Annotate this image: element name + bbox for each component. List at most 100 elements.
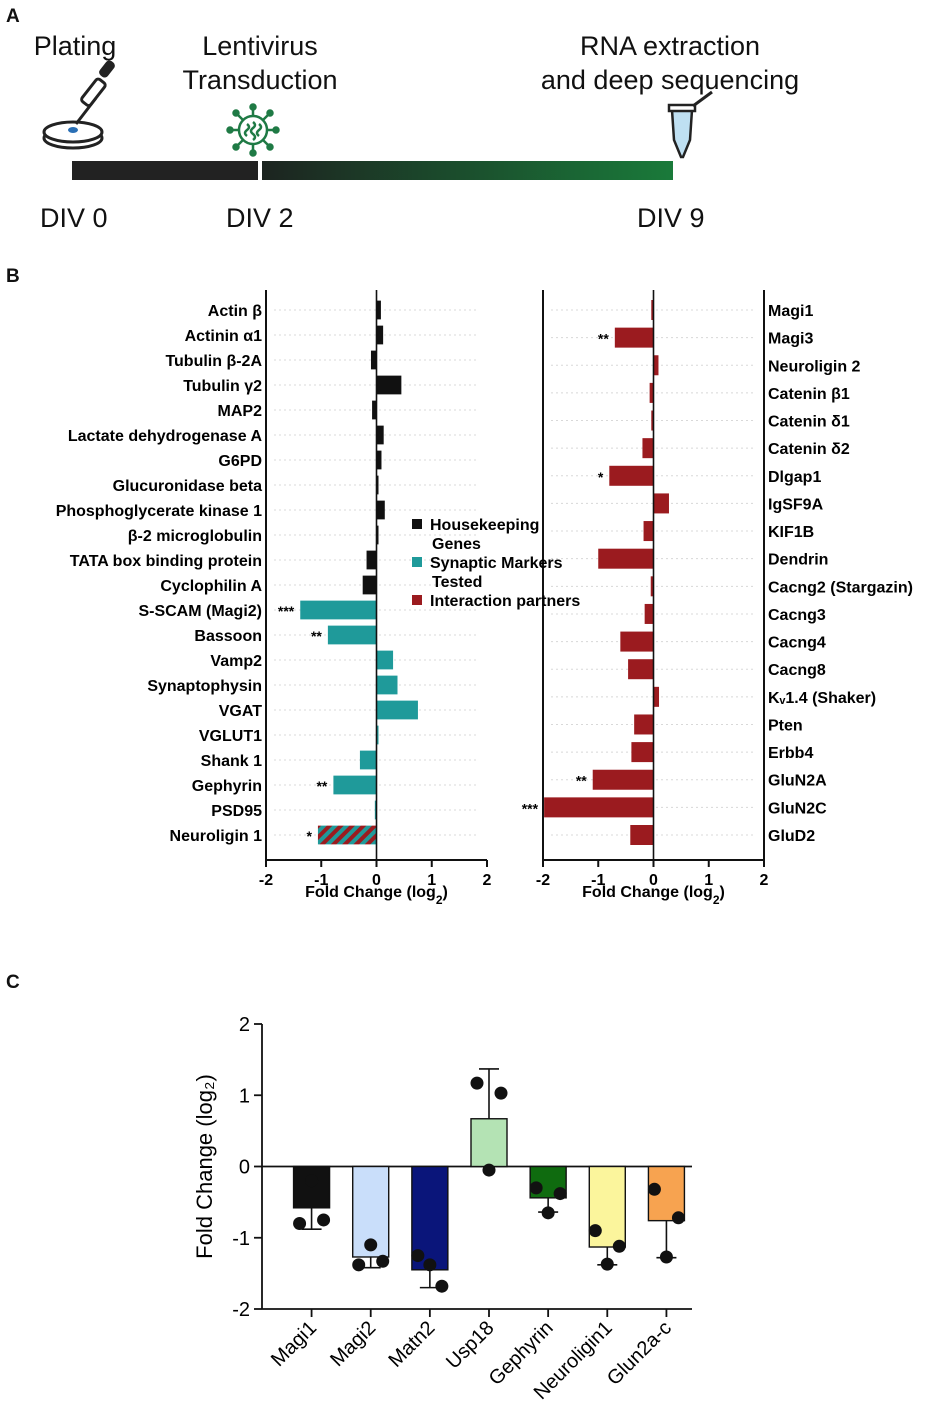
bar-right bbox=[544, 797, 654, 818]
gene-label: GluN2C bbox=[768, 800, 827, 817]
x-axis-title-main: Fold Change (log bbox=[305, 884, 436, 901]
gene-label: Neuroligin 2 bbox=[768, 358, 861, 375]
legend-swatch bbox=[412, 519, 422, 529]
x-tick-label: -1 bbox=[314, 872, 328, 889]
bar-right bbox=[653, 355, 659, 376]
legend-label: Interaction partners bbox=[430, 593, 580, 610]
significance-mark: *** bbox=[522, 800, 539, 816]
gene-label: GluD2 bbox=[768, 828, 815, 845]
bar-right bbox=[620, 631, 654, 652]
data-point bbox=[541, 1206, 555, 1220]
x-axis-title-sub: 2 bbox=[436, 893, 443, 907]
gene-label: Catenin β1 bbox=[768, 386, 850, 403]
gene-label: GluN2A bbox=[768, 773, 827, 790]
data-point bbox=[588, 1224, 602, 1238]
bar-left bbox=[376, 425, 384, 445]
gene-label: Cacng2 (Stargazin) bbox=[768, 579, 913, 596]
legend-label-2: Genes bbox=[432, 536, 481, 553]
day-label-2: DIV 2 bbox=[226, 203, 294, 233]
gene-label: Dlgap1 bbox=[768, 469, 821, 486]
x-tick-label: Matn2 bbox=[385, 1317, 440, 1372]
x-axis-title-left: Fold Change (log2) bbox=[305, 884, 448, 907]
dropper-icon bbox=[74, 60, 115, 125]
bar-left bbox=[376, 450, 382, 470]
bar bbox=[470, 1118, 508, 1168]
bar-left bbox=[372, 400, 377, 420]
bar-left bbox=[376, 675, 398, 695]
x-tick-label: Magi2 bbox=[326, 1317, 380, 1371]
bar-right bbox=[643, 521, 654, 542]
bar-left bbox=[300, 600, 377, 620]
gene-label: Catenin δ1 bbox=[768, 414, 850, 431]
timeline-graphic bbox=[42, 60, 713, 180]
data-point bbox=[423, 1258, 437, 1272]
data-point bbox=[659, 1250, 673, 1264]
data-point bbox=[647, 1182, 661, 1196]
x-axis-title-close: ) bbox=[443, 884, 448, 901]
gene-label: Neuroligin 1 bbox=[170, 828, 263, 845]
gene-label: Bassoon bbox=[194, 628, 262, 645]
petri-dish-icon bbox=[42, 120, 104, 150]
bar-right bbox=[651, 410, 654, 431]
bar-left bbox=[376, 375, 402, 395]
bar-left bbox=[376, 300, 381, 320]
gene-label: Tubulin γ2 bbox=[183, 378, 262, 395]
x-tick-label: Magi1 bbox=[267, 1317, 321, 1371]
significance-mark: ** bbox=[576, 773, 587, 789]
gene-label: Synaptophysin bbox=[147, 678, 262, 695]
data-point bbox=[293, 1217, 307, 1230]
gene-label: Cacng3 bbox=[768, 607, 826, 624]
gene-label: S-SCAM (Magi2) bbox=[138, 603, 262, 620]
bar-left bbox=[333, 775, 377, 795]
bar-right bbox=[628, 659, 654, 680]
gene-label: VGAT bbox=[219, 703, 262, 720]
x-tick-label: -2 bbox=[536, 872, 550, 889]
gene-label: β-2 microglobulin bbox=[128, 528, 262, 545]
gene-label: Magi1 bbox=[768, 303, 813, 320]
gene-label: Cacng8 bbox=[768, 662, 826, 679]
bar-right bbox=[644, 603, 654, 624]
y-tick-label: 1 bbox=[239, 1085, 250, 1107]
x-tick-label: 2 bbox=[483, 872, 492, 889]
data-point bbox=[470, 1076, 484, 1090]
data-point bbox=[376, 1254, 390, 1268]
gene-label: Phosphoglycerate kinase 1 bbox=[56, 503, 262, 520]
significance-mark: *** bbox=[278, 603, 295, 619]
x-tick-label: -2 bbox=[259, 872, 273, 889]
data-point bbox=[529, 1181, 543, 1195]
data-point bbox=[494, 1086, 508, 1100]
x-tick-label: 1 bbox=[704, 872, 713, 889]
bar-right bbox=[609, 465, 654, 486]
bar-right bbox=[649, 382, 654, 403]
bar-left bbox=[317, 825, 377, 845]
bar-right bbox=[598, 548, 654, 569]
day-label-9: DIV 9 bbox=[637, 203, 705, 233]
timeline-bar-early bbox=[72, 161, 258, 180]
panel-c-chart: 2 1 0 -1 -2 Fold Change (log₂) Magi1 Magi2 Matn2… bbox=[192, 1014, 692, 1404]
gene-label: Gephyrin bbox=[192, 778, 262, 795]
gene-label: Actinin α1 bbox=[185, 328, 263, 345]
step-extraction-label: RNA extraction and deep sequencing bbox=[540, 31, 800, 95]
gene-label: Erbb4 bbox=[768, 745, 813, 762]
significance-mark: * bbox=[598, 469, 604, 485]
x-axis-title-right: Fold Change (log2) bbox=[582, 884, 725, 907]
gene-label: VGLUT1 bbox=[199, 728, 262, 745]
gene-label: Catenin δ2 bbox=[768, 441, 850, 458]
bar-left bbox=[362, 575, 377, 595]
bar-left bbox=[359, 750, 377, 770]
bar-left bbox=[376, 650, 394, 670]
bar-left bbox=[376, 500, 385, 520]
bar-right bbox=[631, 742, 654, 763]
legend-label: Housekeeping bbox=[430, 517, 539, 534]
tube-icon bbox=[667, 90, 713, 159]
x-tick-label: 0 bbox=[649, 872, 658, 889]
data-point bbox=[305, 1174, 319, 1188]
y-tick-label: -1 bbox=[232, 1228, 250, 1250]
gene-label: Dendrin bbox=[768, 552, 828, 569]
gene-label: TATA box binding protein bbox=[70, 553, 262, 570]
bar-left bbox=[376, 725, 379, 745]
bar-right bbox=[653, 686, 660, 707]
bar-right bbox=[592, 769, 654, 790]
x-tick-label: 1 bbox=[427, 872, 436, 889]
y-axis-title: Fold Change (log₂) bbox=[192, 1074, 217, 1259]
